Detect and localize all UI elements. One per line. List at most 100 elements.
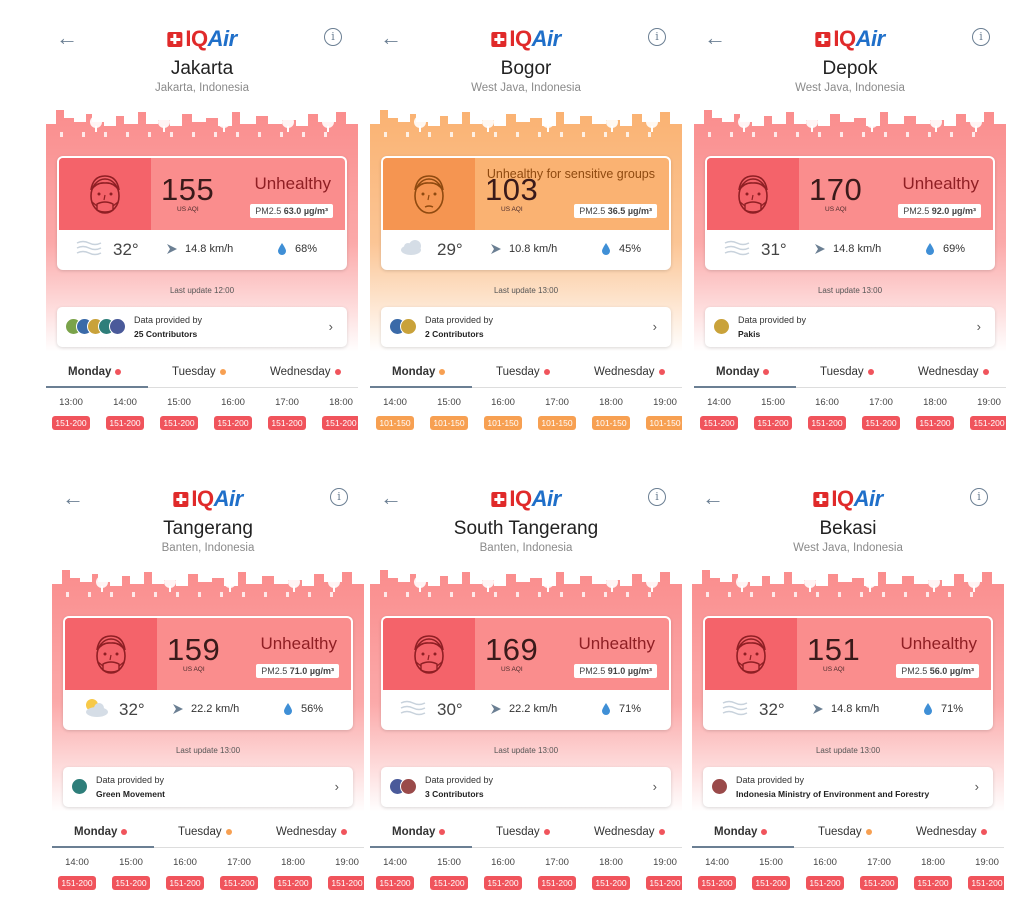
tab-label: Tuesday (496, 366, 540, 378)
provider-name: Pakis (738, 329, 761, 339)
mask-face-icon (383, 618, 475, 690)
tab-wednesday[interactable]: Wednesday (918, 366, 989, 378)
back-arrow-icon[interactable]: ← (702, 485, 724, 510)
data-provider-row[interactable]: Data provided by Pakis › (705, 307, 995, 347)
aqi-unit: US AQI (183, 666, 205, 673)
city-name: Tangerang (163, 518, 253, 539)
top-bar: ← IQAir i (370, 18, 682, 58)
aqi-range-badge: 151-200 (698, 876, 736, 890)
back-arrow-icon[interactable]: ← (704, 25, 726, 50)
hour-forecast-item: 16:00 151-200 (800, 397, 854, 431)
humidity-drop-icon (283, 702, 293, 720)
info-icon[interactable]: i (648, 28, 666, 46)
city-name: Depok (822, 58, 878, 79)
back-arrow-icon[interactable]: ← (380, 485, 402, 510)
last-update: Last update 13:00 (493, 746, 559, 755)
tab-tuesday[interactable]: Tuesday (818, 826, 872, 838)
haze-icon (75, 238, 103, 261)
tab-monday[interactable]: Monday (716, 366, 770, 378)
tab-tuesday[interactable]: Tuesday (496, 366, 550, 378)
hour-forecast-item: 19:00 151-200 (320, 857, 364, 891)
hour-forecast-item: 19:00 151-200 (960, 857, 1004, 891)
provider-avatars (713, 318, 730, 335)
wind-direction-icon (489, 242, 503, 261)
tab-label: Monday (714, 826, 758, 838)
tab-wednesday[interactable]: Wednesday (594, 826, 665, 838)
info-icon[interactable]: i (330, 488, 348, 506)
provider-name: Green Movement (96, 789, 165, 799)
tab-tuesday[interactable]: Tuesday (820, 366, 874, 378)
temperature: 30° (437, 700, 463, 719)
aqi-level-dot (658, 368, 665, 375)
info-icon[interactable]: i (970, 488, 988, 506)
info-icon[interactable]: i (324, 28, 342, 46)
tab-wednesday[interactable]: Wednesday (276, 826, 347, 838)
aqi-range-badge: 151-200 (754, 416, 792, 430)
tab-wednesday[interactable]: Wednesday (270, 366, 341, 378)
hour-time: 18:00 (329, 397, 353, 408)
tab-wednesday[interactable]: Wednesday (916, 826, 987, 838)
tab-wednesday[interactable]: Wednesday (594, 366, 665, 378)
humidity-drop-icon (923, 702, 933, 720)
humidity: 69% (943, 243, 966, 255)
hour-time: 15:00 (437, 857, 461, 868)
provider-name: Indonesia Ministry of Environment and Fo… (736, 789, 930, 799)
humidity-drop-icon (277, 242, 287, 260)
back-arrow-icon[interactable]: ← (380, 25, 402, 50)
weather-row: 32° 22.2 km/h 56% (65, 690, 351, 728)
partly-cloudy-icon (81, 698, 111, 723)
back-arrow-icon[interactable]: ← (56, 25, 78, 50)
aqi-header: 169 US AQI Unhealthy PM2.5 91.0 µg/m³ (383, 618, 669, 690)
aqi-level-dot (763, 368, 770, 375)
city-panel-bekasi: ← IQAir i Bekasi West Java, Indonesia 15… (692, 466, 1004, 906)
forecast-day-tabs: Monday Tuesday Wednesday (692, 822, 1004, 848)
data-provider-row[interactable]: Data provided by Indonesia Ministry of E… (703, 767, 993, 807)
aqi-value: 170 (809, 172, 863, 207)
tab-label: Monday (392, 366, 436, 378)
chevron-right-icon: › (976, 319, 981, 334)
tab-tuesday[interactable]: Tuesday (172, 366, 226, 378)
provider-avatars (71, 778, 88, 795)
pm25-badge: PM2.5 71.0 µg/m³ (256, 664, 339, 678)
info-icon[interactable]: i (648, 488, 666, 506)
hour-time: 14:00 (113, 397, 137, 408)
tab-monday[interactable]: Monday (392, 826, 446, 838)
pm25-badge: PM2.5 36.5 µg/m³ (574, 204, 657, 218)
tab-tuesday[interactable]: Tuesday (178, 826, 232, 838)
aqi-range-badge: 151-200 (328, 876, 364, 890)
tab-monday[interactable]: Monday (392, 366, 446, 378)
data-provider-row[interactable]: Data provided by 2 Contributors › (381, 307, 671, 347)
data-provider-row[interactable]: Data provided by 3 Contributors › (381, 767, 671, 807)
aqi-range-badge: 151-200 (322, 416, 358, 430)
hour-forecast-item: 15:00 151-200 (744, 857, 798, 891)
tab-tuesday[interactable]: Tuesday (496, 826, 550, 838)
back-arrow-icon[interactable]: ← (62, 485, 84, 510)
city-region: West Java, Indonesia (471, 82, 581, 94)
hour-time: 18:00 (923, 397, 947, 408)
provider-avatar-icon (400, 318, 417, 335)
hour-time: 19:00 (335, 857, 359, 868)
tab-label: Wednesday (594, 826, 655, 838)
tab-monday[interactable]: Monday (714, 826, 768, 838)
hour-forecast-item: 16:00 151-200 (206, 397, 260, 431)
temperature: 29° (437, 240, 463, 259)
aqi-level-dot (658, 828, 665, 835)
data-provider-row[interactable]: Data provided by Green Movement › (63, 767, 353, 807)
provider-avatar-icon (400, 778, 417, 795)
last-update: Last update 13:00 (817, 286, 883, 295)
tab-monday[interactable]: Monday (74, 826, 128, 838)
hour-time: 18:00 (281, 857, 305, 868)
aqi-range-badge: 151-200 (914, 876, 952, 890)
active-tab-indicator (370, 846, 472, 848)
tab-label: Tuesday (496, 826, 540, 838)
aqi-range-badge: 151-200 (592, 876, 630, 890)
mask-face-icon (383, 158, 475, 230)
hour-forecast-item: 14:00 151-200 (370, 857, 422, 891)
tab-monday[interactable]: Monday (68, 366, 122, 378)
info-icon[interactable]: i (972, 28, 990, 46)
data-provider-row[interactable]: Data provided by 25 Contributors › (57, 307, 347, 347)
weather-row: 31° 14.8 km/h 69% (707, 230, 993, 268)
city-panel-depok: ← IQAir i Depok West Java, Indonesia 170… (694, 6, 1006, 446)
provider-avatar-icon (711, 778, 728, 795)
aqi-level-dot (219, 368, 226, 375)
